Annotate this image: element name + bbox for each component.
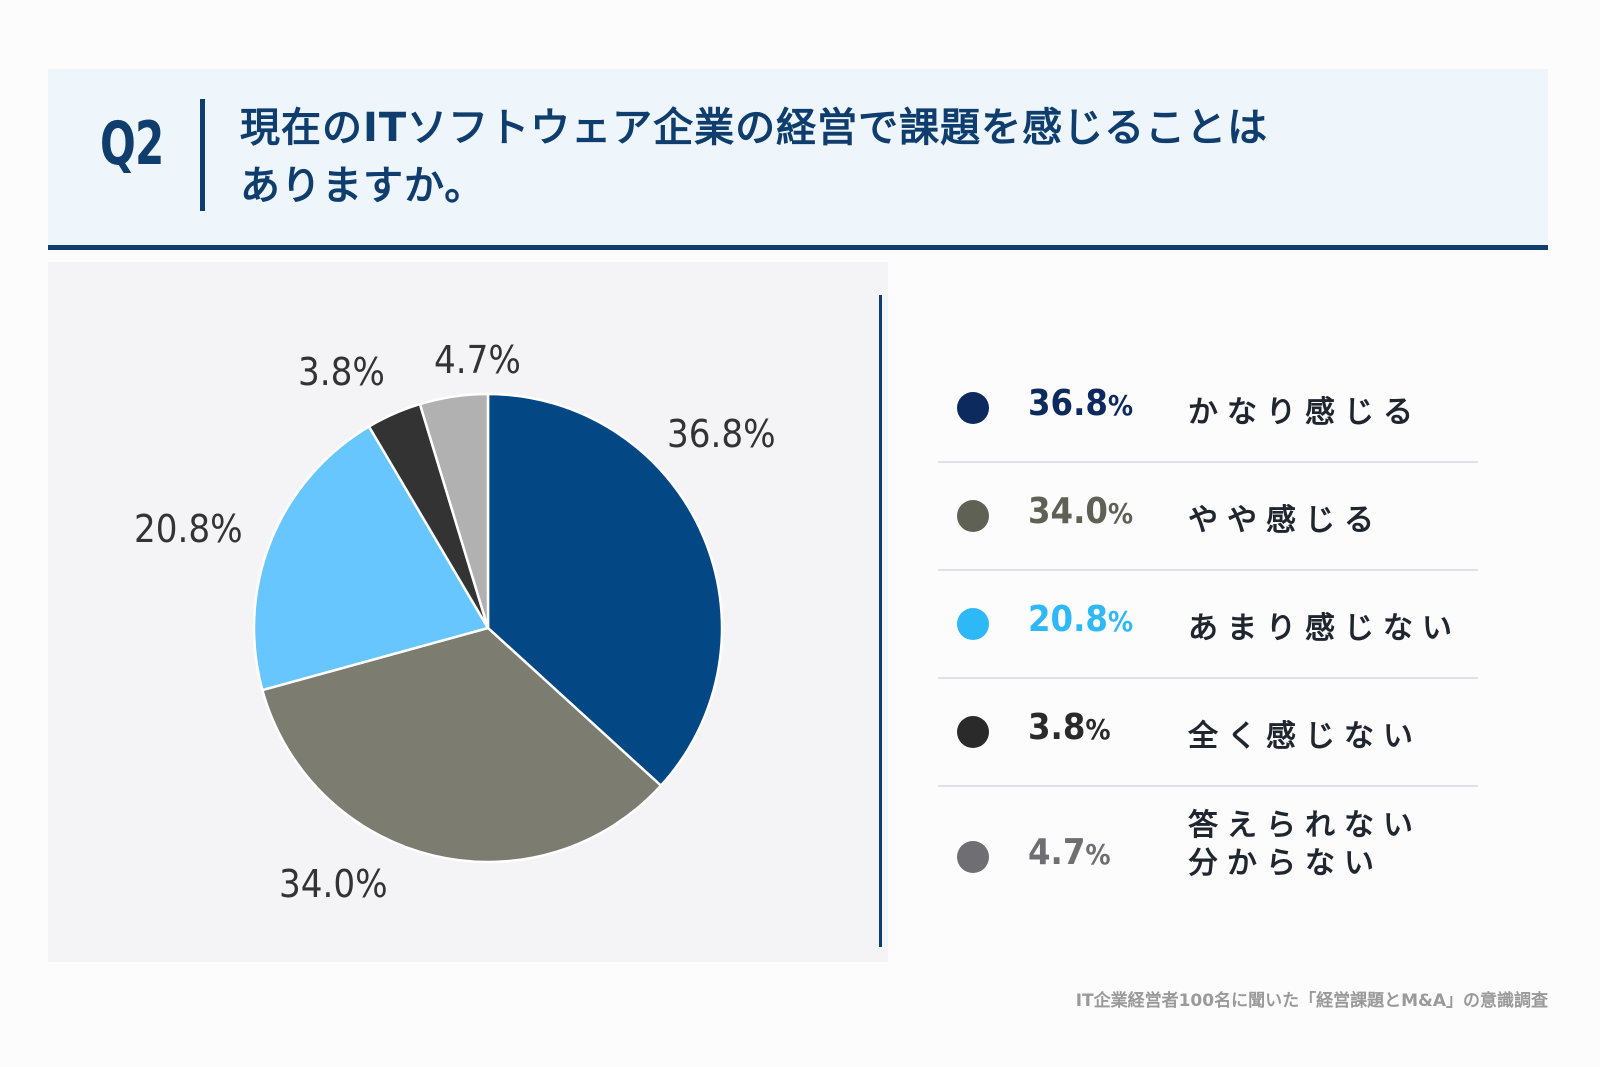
legend-divider	[879, 295, 882, 947]
legend-dot	[957, 716, 989, 748]
slice-label-mattaku: 3.8%	[298, 350, 385, 394]
legend-percent: 34.0%	[1028, 491, 1133, 532]
legend-label-line-2: 分からない	[1188, 846, 1383, 881]
slice-kotaerarenai	[418, 392, 490, 629]
legend-dot	[957, 500, 989, 532]
header-divider	[200, 99, 205, 211]
legend-label: 答えられない 分からない	[1188, 807, 1422, 883]
legend-item-amari: 20.8% あまり感じない	[938, 571, 1478, 679]
legend-percent-unit: %	[1085, 838, 1111, 871]
question-header: Q2 現在のITソフトウェア企業の経営で課題を感じることは ありますか。	[48, 69, 1548, 250]
legend-label: やや感じる	[1188, 503, 1383, 538]
question-line-1: 現在のITソフトウェア企業の経営で課題を感じることは	[240, 105, 1269, 151]
legend-dot	[957, 392, 989, 424]
legend-percent: 4.7%	[1028, 832, 1111, 873]
legend-percent-value: 3.8	[1028, 707, 1086, 748]
legend: 36.8% かなり感じる 34.0% やや感じる 20.8% あまり感じない 3…	[938, 355, 1478, 927]
source-note: IT企業経営者100名に聞いた「経営課題とM&A」の意識調査	[1075, 991, 1548, 1011]
chart-panel: 36.8% 34.0% 20.8% 3.8% 4.7%	[48, 262, 888, 962]
legend-dot	[957, 841, 989, 873]
pie-chart	[252, 392, 724, 864]
legend-percent-unit: %	[1107, 497, 1134, 530]
slice-label-yaya: 34.0%	[279, 862, 388, 906]
legend-percent-unit: %	[1107, 605, 1134, 638]
legend-percent-unit: %	[1085, 713, 1111, 746]
legend-dot	[957, 608, 989, 640]
legend-item-mattaku: 3.8% 全く感じない	[938, 679, 1478, 787]
legend-label-line-1: 答えられない	[1188, 808, 1422, 843]
slice-label-kotaerarenai: 4.7%	[434, 338, 521, 382]
legend-percent-unit: %	[1107, 389, 1134, 422]
legend-percent: 20.8%	[1028, 599, 1133, 640]
question-line-2: ありますか。	[240, 163, 486, 209]
slice-yaya	[260, 626, 663, 864]
legend-label: かなり感じる	[1188, 395, 1422, 430]
legend-label: 全く感じない	[1188, 719, 1422, 754]
legend-item-kanari: 36.8% かなり感じる	[938, 355, 1478, 463]
legend-item-kotaerarenai: 4.7% 答えられない 分からない	[938, 787, 1478, 927]
slice-kanari	[486, 392, 724, 788]
question-text: 現在のITソフトウェア企業の経営で課題を感じることは ありますか。	[240, 99, 1520, 215]
legend-item-yaya: 34.0% やや感じる	[938, 463, 1478, 571]
slice-label-kanari: 36.8%	[667, 412, 776, 456]
legend-percent-value: 4.7	[1028, 832, 1086, 873]
legend-label: あまり感じない	[1188, 611, 1461, 646]
slice-amari	[252, 424, 490, 692]
question-number: Q2	[100, 109, 164, 179]
legend-percent: 36.8%	[1028, 383, 1133, 424]
legend-percent-value: 34.0	[1028, 491, 1108, 532]
legend-percent-value: 36.8	[1028, 383, 1108, 424]
slice-label-amari: 20.8%	[134, 507, 243, 551]
legend-percent: 3.8%	[1028, 707, 1111, 748]
legend-percent-value: 20.8	[1028, 599, 1108, 640]
